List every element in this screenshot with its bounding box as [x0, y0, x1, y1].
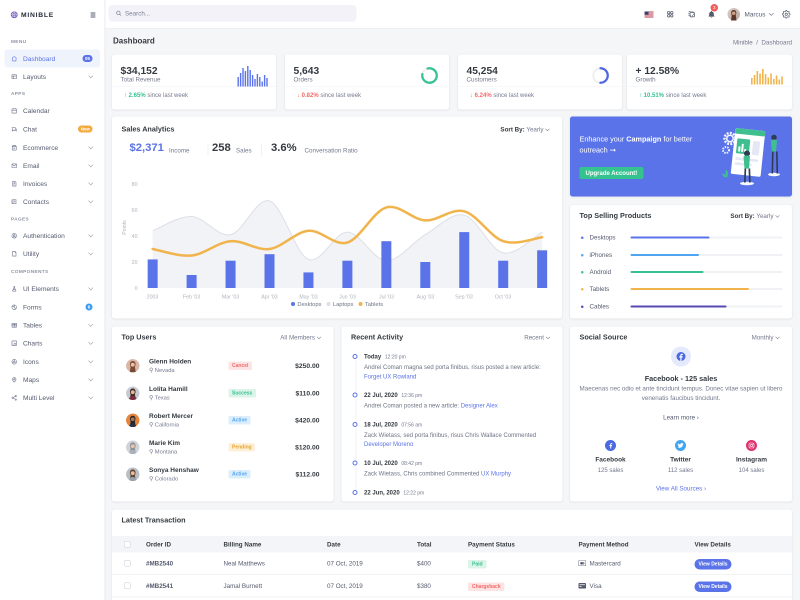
svg-text:0: 0 — [135, 286, 138, 292]
svg-text:2003: 2003 — [147, 295, 159, 301]
svg-text:May '03: May '03 — [299, 295, 317, 301]
svg-text:Feb '03: Feb '03 — [183, 295, 200, 301]
svg-text:60: 60 — [132, 208, 138, 214]
svg-text:Points: Points — [122, 220, 128, 235]
svg-text:40: 40 — [132, 234, 138, 240]
svg-text:Sep '03: Sep '03 — [455, 295, 473, 301]
svg-text:Jun '03: Jun '03 — [339, 295, 356, 301]
svg-text:Mar '03: Mar '03 — [222, 295, 239, 301]
svg-text:Oct '03: Oct '03 — [495, 295, 512, 301]
svg-text:Apr '03: Apr '03 — [261, 295, 278, 301]
svg-text:Jul '03: Jul '03 — [379, 295, 394, 301]
svg-text:80: 80 — [132, 182, 138, 188]
svg-text:20: 20 — [132, 260, 138, 266]
svg-text:Aug '03: Aug '03 — [417, 295, 435, 301]
